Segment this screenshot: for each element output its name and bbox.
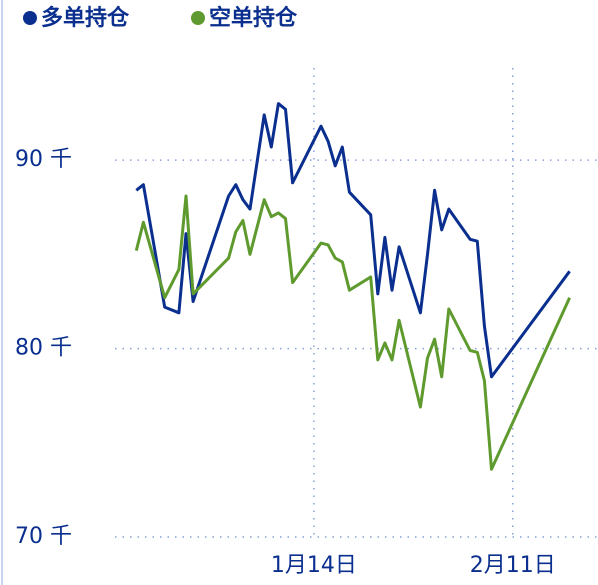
y-tick-label: 90 千 <box>15 147 72 172</box>
y-tick-label: 80 千 <box>15 336 72 361</box>
legend-dot <box>191 11 205 25</box>
series-line <box>134 194 571 471</box>
legend-label: 空单持仓 <box>209 5 298 31</box>
series-line <box>135 102 571 379</box>
x-tick-label: 2月11日 <box>470 553 556 578</box>
x-tick-label: 1月14日 <box>271 553 357 578</box>
legend-dot <box>23 11 37 25</box>
legend-label: 多单持仓 <box>41 5 130 31</box>
y-tick-label: 70 千 <box>15 524 72 549</box>
